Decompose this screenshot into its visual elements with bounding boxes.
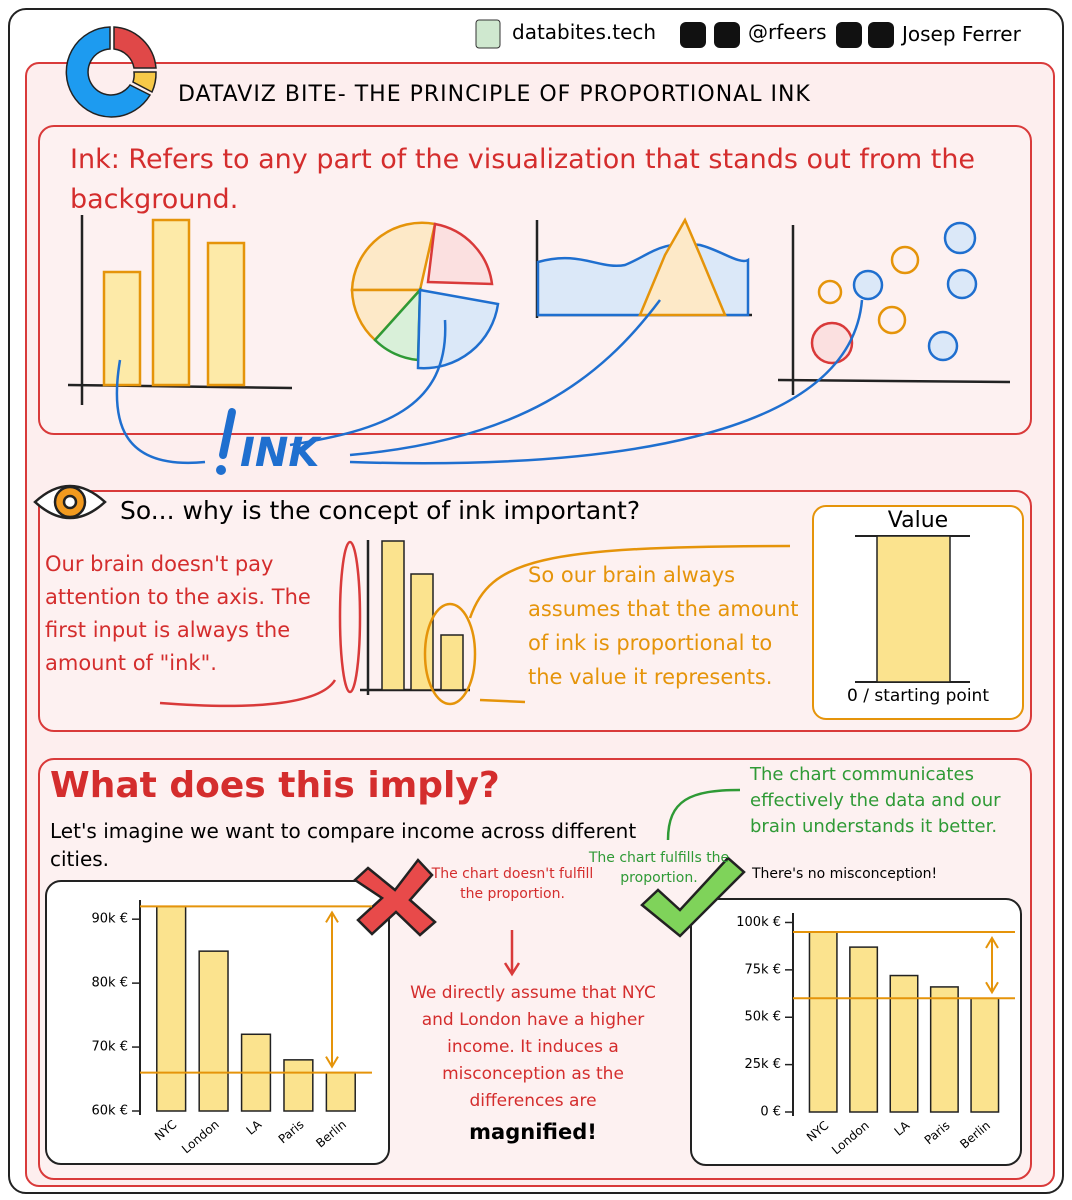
y-tick-label: 70k € (92, 1040, 128, 1055)
y-tick-label: 100k € (736, 915, 781, 930)
bar (325, 1071, 356, 1112)
title: DATAVIZ BITE- THE PRINCIPLE OF PROPORTIO… (178, 82, 811, 107)
good-footnote: There's no misconception! (752, 866, 938, 882)
x-tick-label: NYC (152, 1117, 179, 1143)
bar (808, 931, 838, 1113)
x-tick-label: LA (244, 1117, 265, 1138)
x-tick-label: NYC (804, 1118, 831, 1144)
box-title: Value (887, 508, 949, 533)
question: So... why is the concept of ink importan… (120, 496, 641, 525)
bar (929, 986, 959, 1113)
social-icons (475, 19, 894, 49)
y-tick-label: 50k € (745, 1010, 781, 1025)
difference-arrow (325, 910, 339, 1069)
bar (889, 974, 919, 1113)
x-tick-label: Paris (922, 1118, 953, 1147)
y-tick-label: 80k € (92, 976, 128, 991)
bar (970, 997, 1000, 1113)
x-tick-label: Paris (276, 1117, 307, 1146)
bad-explanation: We directly assume that NYC and London h… (410, 983, 656, 1111)
y-tick-label: 75k € (745, 962, 781, 977)
y-tick-label: 60k € (92, 1104, 128, 1119)
bad-note: The chart doesn't fulfill the proportion… (431, 866, 594, 902)
box-base: 0 / starting point (847, 686, 989, 706)
x-tick-label: Berlin (313, 1117, 349, 1150)
ink-definition: Ink: Refers to any part of the visualiza… (70, 144, 976, 215)
assumption-text: So our brain always assumes that the amo… (528, 563, 799, 689)
author: Josep Ferrer (902, 22, 1021, 46)
y-tick-label: 25k € (745, 1057, 781, 1072)
handle: @rfeers (748, 20, 827, 44)
verdict-icons (352, 788, 746, 977)
x-tick-label: London (179, 1117, 222, 1156)
implication-heading: What does this imply? (50, 765, 500, 806)
bad-emphasis: magnified! (469, 1120, 597, 1144)
good-explanation: The chart communicates effectively the d… (750, 764, 1001, 837)
intro: Let's imagine we want to compare income … (50, 819, 637, 871)
bar (156, 905, 187, 1112)
x-tick-label: London (829, 1118, 872, 1157)
x-tick-label: Berlin (957, 1118, 993, 1151)
brain-text: Our brain doesn't pay attention to the a… (45, 552, 311, 675)
good-note: The chart fulfills the proportion. (588, 850, 730, 886)
x-tick-label: LA (892, 1118, 913, 1139)
bar (198, 950, 229, 1112)
eye-icon (33, 484, 107, 520)
difference-arrow (985, 936, 999, 995)
logo (65, 26, 157, 118)
ink-label: INK (240, 430, 320, 476)
bar (849, 946, 879, 1113)
outer-frame (8, 8, 1064, 1194)
bar (283, 1059, 314, 1112)
y-tick-label: 90k € (92, 912, 128, 927)
ink-bar-sketch (159, 535, 970, 708)
ink-examples (67, 215, 1011, 475)
y-tick-label: 0 € (760, 1105, 781, 1120)
site: databites.tech (512, 20, 657, 44)
